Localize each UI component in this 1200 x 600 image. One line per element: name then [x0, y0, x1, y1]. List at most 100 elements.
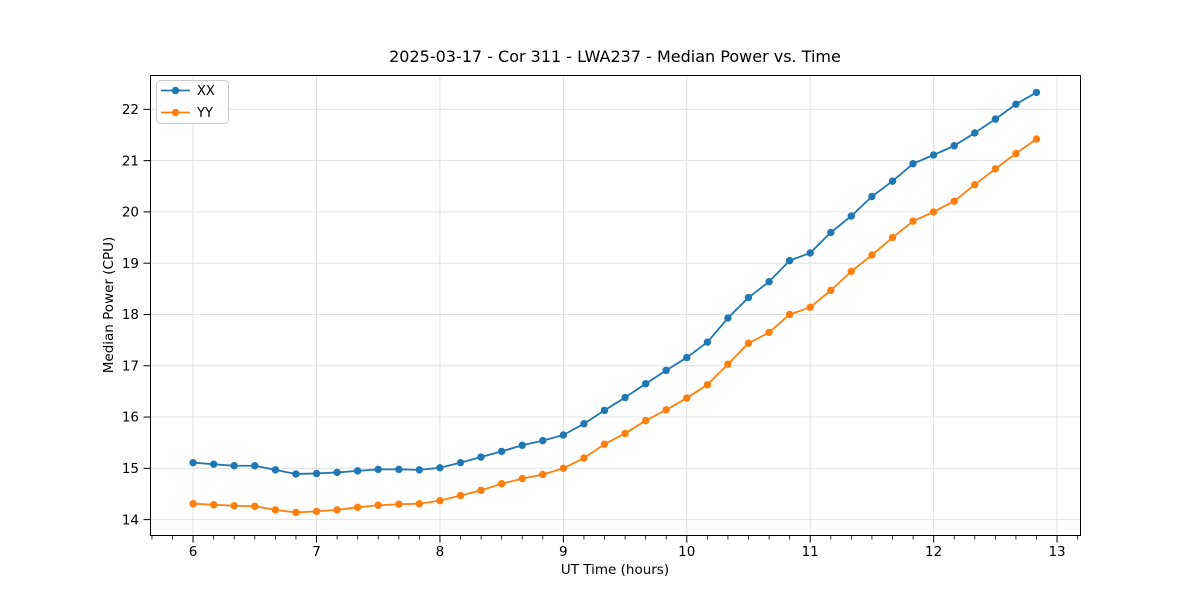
data-point-XX	[271, 466, 280, 474]
data-point-YY	[909, 217, 917, 225]
data-point-XX	[909, 160, 917, 168]
data-point-YY	[374, 501, 382, 509]
data-point-YY	[703, 381, 712, 389]
data-point-XX	[251, 462, 259, 470]
data-point-YY	[456, 491, 465, 500]
data-point-XX	[827, 228, 835, 237]
data-point-YY	[971, 181, 979, 189]
data-point-XX	[497, 447, 506, 456]
y-tick-label: 18	[122, 307, 139, 323]
data-point-XX	[580, 420, 588, 428]
data-point-YY	[683, 394, 691, 402]
data-point-XX	[333, 468, 341, 477]
data-point-YY	[847, 267, 856, 276]
data-point-YY	[312, 507, 321, 516]
axes-layer: 6 7 8 9 10 11 12 13 14 15 16 17 18 19 20 21 22	[122, 75, 1081, 560]
data-point-YY	[950, 197, 958, 205]
data-point-XX	[683, 353, 691, 362]
data-point-YY	[477, 486, 485, 495]
x-axis-label: UT Time (hours)	[561, 562, 669, 578]
data-point-YY	[395, 500, 403, 508]
plot-border	[150, 75, 1081, 536]
data-point-YY	[785, 310, 794, 319]
data-point-YY	[991, 165, 1000, 173]
y-axis-label: Median Power (CPU)	[101, 237, 117, 373]
chart-title: 2025-03-17 - Cor 311 - LWA237 - Median P…	[389, 47, 841, 66]
data-point-XX	[374, 465, 382, 474]
data-point-YY	[888, 233, 897, 242]
data-point-XX	[353, 467, 362, 475]
data-point-YY	[929, 208, 938, 216]
data-point-YY	[765, 328, 773, 337]
data-point-XX	[539, 436, 547, 445]
data-point-YY	[868, 251, 876, 259]
data-point-YY	[539, 470, 547, 479]
legend: XX YY	[156, 80, 229, 124]
data-point-YY	[621, 429, 629, 438]
data-point-XX	[518, 441, 526, 449]
data-point-XX	[785, 256, 794, 265]
data-point-YY	[806, 303, 814, 311]
series-layer	[189, 88, 1041, 517]
data-point-XX	[929, 151, 938, 159]
data-point-XX	[888, 177, 897, 185]
data-point-XX	[662, 366, 670, 375]
data-point-YY	[251, 502, 259, 510]
data-point-YY	[1032, 135, 1041, 143]
x-tick-label: 10	[678, 544, 695, 560]
data-point-YY	[827, 286, 835, 295]
data-point-YY	[518, 474, 526, 483]
y-tick-label: 15	[122, 461, 139, 477]
data-point-YY	[292, 508, 300, 517]
data-point-XX	[189, 458, 197, 467]
data-point-YY	[744, 339, 753, 347]
data-point-XX	[292, 470, 300, 478]
data-point-YY	[209, 501, 218, 509]
data-point-YY	[189, 500, 197, 508]
data-point-XX	[312, 469, 321, 478]
legend-marker-YY	[171, 108, 180, 117]
y-tick-label: 14	[122, 512, 139, 528]
data-point-XX	[456, 458, 465, 467]
x-tick-label: 9	[559, 544, 568, 560]
data-point-XX	[600, 406, 609, 415]
grid-layer	[150, 75, 1081, 536]
data-point-XX	[209, 460, 218, 468]
data-point-XX	[971, 129, 979, 137]
series-line-YY	[192, 138, 1038, 514]
y-tick-label: 22	[122, 102, 139, 118]
data-point-XX	[724, 314, 732, 322]
data-point-YY	[1012, 149, 1020, 158]
x-tick-label: 6	[189, 544, 198, 560]
data-point-XX	[1012, 100, 1020, 108]
y-tick-label: 20	[122, 205, 139, 221]
legend-label: YY	[196, 106, 213, 121]
data-point-XX	[765, 277, 773, 286]
data-point-XX	[230, 462, 238, 470]
data-point-XX	[477, 453, 485, 461]
legend-frame	[156, 80, 229, 124]
data-point-YY	[559, 464, 568, 473]
legend-marker-XX	[171, 86, 180, 95]
x-tick-label: 7	[312, 544, 321, 560]
data-point-YY	[724, 360, 732, 368]
data-point-XX	[950, 142, 958, 150]
data-point-YY	[580, 454, 588, 462]
data-point-XX	[436, 464, 444, 472]
data-point-YY	[436, 496, 444, 505]
data-point-YY	[230, 502, 238, 510]
x-tick-label: 12	[925, 544, 942, 560]
data-point-YY	[415, 500, 424, 508]
data-point-XX	[621, 393, 629, 402]
data-point-XX	[415, 466, 424, 474]
data-point-YY	[271, 506, 280, 514]
x-tick-label: 13	[1048, 544, 1065, 560]
data-point-YY	[497, 480, 506, 488]
data-point-XX	[744, 293, 753, 302]
data-point-XX	[806, 249, 814, 257]
x-tick-label: 11	[802, 544, 819, 560]
data-point-XX	[991, 115, 1000, 123]
data-point-XX	[559, 431, 568, 439]
